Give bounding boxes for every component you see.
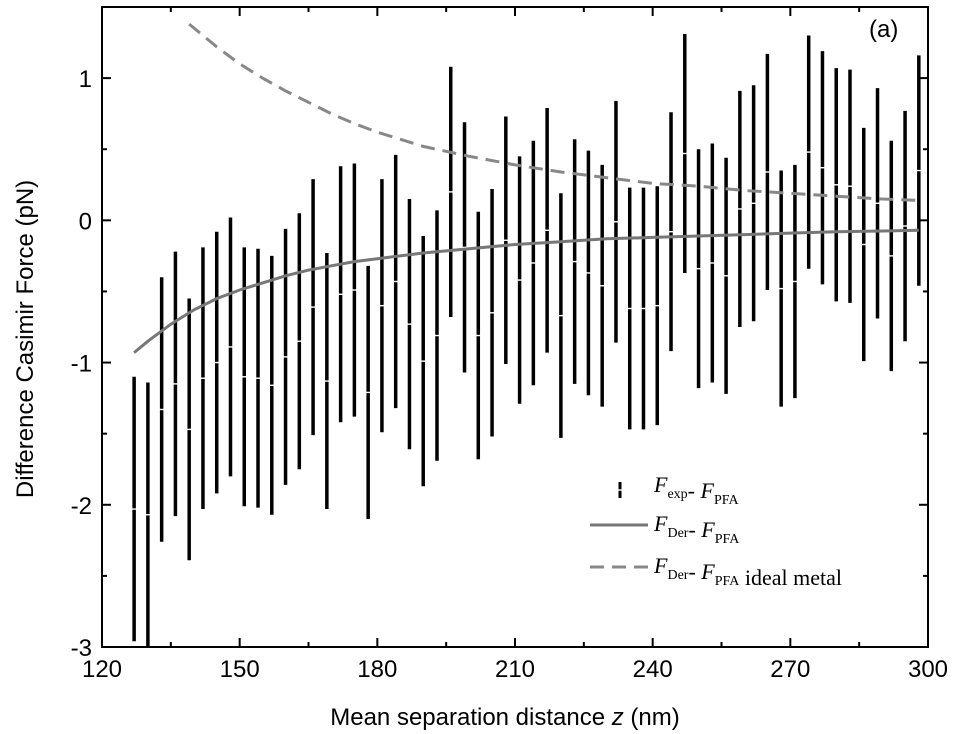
legend-symbol-f: F [653,472,668,497]
x-tick-label: 270 [770,656,810,683]
legend-symbol-f: F [653,553,668,578]
y-tick-label: -1 [71,351,92,378]
x-axis-title-variable: z [611,704,624,731]
x-tick-label: 150 [220,656,260,683]
legend-subscript: PFA [715,574,741,589]
legend-text-part: - [688,478,701,503]
legend-label: FDer- FPFA ideal metal [653,553,842,590]
legend-label: FDer- FPFA [653,511,740,547]
y-tick-label: -2 [71,493,92,520]
axis-ticks: 120 150 180 210 240 270 300 -3 -2 -1 0 1 [71,6,948,683]
x-tick-label: 300 [908,656,948,683]
data-layer [131,22,922,647]
y-tick-label: 1 [79,66,92,93]
legend-text-part: - [688,517,701,542]
legend-symbol-f: F [700,559,715,584]
der-pfa-curve [133,228,919,354]
legend-subscript: Der [667,568,688,583]
x-tick-label: 120 [82,656,122,683]
x-tick-label: 180 [357,656,397,683]
legend-subscript: PFA [714,493,740,508]
ideal-metal-curve [188,22,919,202]
x-axis-title-text: Mean separation distance [330,704,612,731]
legend-text-part: ideal metal [739,565,842,590]
panel-label: (a) [869,16,898,43]
legend-symbol-f: F [700,517,715,542]
legend-symbol-f: F [653,511,668,536]
legend-subscript: Der [667,526,688,541]
y-tick-label: 0 [79,208,92,235]
legend-symbol-f: F [700,478,715,503]
legend-subscript: PFA [715,532,741,547]
x-tick-label: 240 [633,656,673,683]
series-group [131,22,922,647]
y-axis-title: Difference Casimir Force (pN) [12,180,39,498]
legend-label: Fexp- FPFA [653,472,739,508]
legend-subscript: exp [667,487,687,502]
legend-text-part: - [688,559,701,584]
x-tick-label: 210 [495,656,535,683]
y-tick-label: -3 [71,635,92,662]
x-axis-title: Mean separation distance z (nm) [330,704,680,731]
x-axis-title-unit: (nm) [624,704,680,731]
